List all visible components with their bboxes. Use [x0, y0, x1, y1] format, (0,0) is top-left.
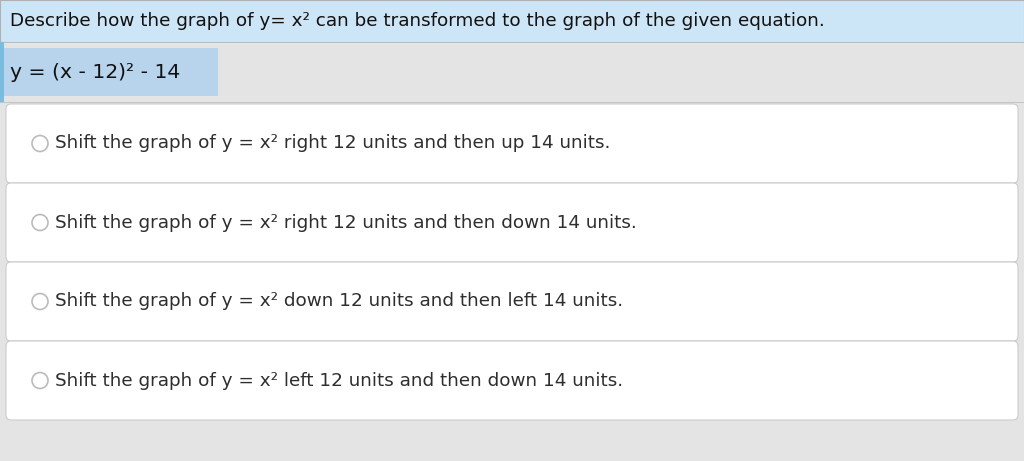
Ellipse shape: [32, 136, 48, 152]
FancyBboxPatch shape: [0, 42, 4, 102]
Text: Describe how the graph of y= x² can be transformed to the graph of the given equ: Describe how the graph of y= x² can be t…: [10, 12, 824, 30]
Text: Shift the graph of y = x² left 12 units and then down 14 units.: Shift the graph of y = x² left 12 units …: [55, 372, 624, 390]
FancyBboxPatch shape: [0, 42, 1024, 102]
Text: y = (x - 12)² - 14: y = (x - 12)² - 14: [10, 63, 180, 82]
FancyBboxPatch shape: [6, 341, 1018, 420]
Text: Shift the graph of y = x² right 12 units and then down 14 units.: Shift the graph of y = x² right 12 units…: [55, 213, 637, 231]
Ellipse shape: [32, 294, 48, 309]
FancyBboxPatch shape: [6, 262, 1018, 341]
FancyBboxPatch shape: [0, 0, 1024, 42]
Text: Shift the graph of y = x² right 12 units and then up 14 units.: Shift the graph of y = x² right 12 units…: [55, 135, 610, 153]
Ellipse shape: [32, 214, 48, 230]
Text: Shift the graph of y = x² down 12 units and then left 14 units.: Shift the graph of y = x² down 12 units …: [55, 292, 624, 311]
Ellipse shape: [32, 372, 48, 389]
FancyBboxPatch shape: [0, 48, 218, 96]
FancyBboxPatch shape: [6, 104, 1018, 183]
FancyBboxPatch shape: [6, 183, 1018, 262]
